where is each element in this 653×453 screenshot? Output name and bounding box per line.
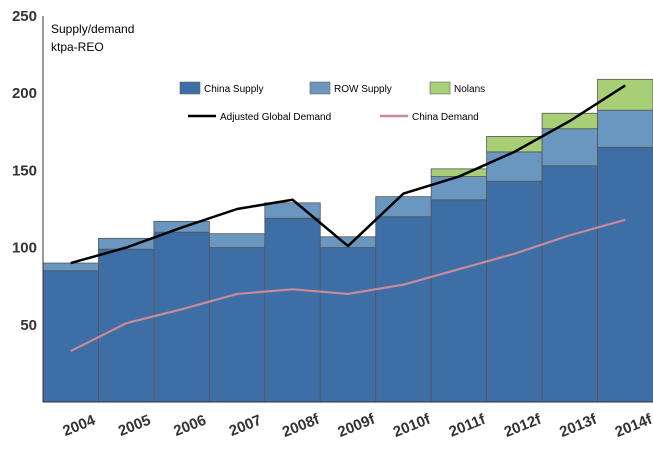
legend-label-row-supply: ROW Supply (334, 84, 392, 95)
bars-layer (42, 78, 653, 403)
line-china-demand (70, 218, 626, 353)
bar-china-supply-2009f (319, 247, 377, 403)
y-tick-label-50: 50 (20, 317, 37, 334)
y-tick-label-200: 200 (12, 85, 37, 102)
bar-row-supply-2008f (264, 202, 321, 219)
bar-row-supply-2004 (42, 262, 99, 272)
bar-china-supply-2005 (98, 248, 155, 403)
legend-label-adjusted-global-demand: Adjusted Global Demand (220, 112, 331, 123)
bar-china-supply-2007 (208, 247, 266, 403)
y-tick-label-250: 250 (12, 8, 37, 25)
legend-swatch-nolans (429, 81, 451, 95)
legend-label-nolans: Nolans (454, 84, 485, 95)
bar-row-supply-2011f (430, 176, 488, 201)
bar-row-supply-2014f (597, 109, 653, 148)
legend-label-china-demand: China Demand (412, 112, 479, 123)
legend-label-china-supply: China Supply (204, 84, 263, 95)
bar-china-supply-2012f (486, 180, 543, 403)
bar-china-supply-2013f (541, 165, 598, 403)
bar-nolans-2014f (597, 78, 653, 111)
axes-layer (42, 16, 653, 403)
bar-china-supply-2014f (597, 146, 653, 403)
y-axis-label-line2: ktpa-REO (51, 40, 104, 54)
bar-china-supply-2004 (42, 270, 99, 403)
legend: China Supply ROW Supply Nolans Adjusted Glo… (179, 81, 485, 123)
y-tick-label-100: 100 (12, 240, 37, 257)
bar-china-supply-2010f (375, 216, 432, 403)
bar-row-supply-2012f (486, 151, 543, 182)
bar-row-supply-2007 (208, 233, 266, 248)
y-ticks: 50 100 150 200 250 (12, 8, 37, 334)
y-axis-title: Supply/demand ktpa-REO (51, 22, 134, 54)
legend-swatch-china-supply (179, 81, 201, 95)
bar-china-supply-2008f (264, 217, 321, 403)
bar-nolans-2012f (486, 136, 543, 153)
bar-china-supply-2011f (430, 199, 488, 403)
bar-china-supply-2006 (153, 231, 210, 403)
y-tick-label-150: 150 (12, 162, 37, 179)
y-axis-label-line1: Supply/demand (51, 22, 134, 36)
bar-row-supply-2013f (541, 128, 598, 167)
line-adjusted-global-demand (70, 84, 626, 265)
legend-swatch-row-supply (309, 81, 331, 95)
bar-row-supply-2010f (375, 196, 432, 218)
lines-layer (70, 84, 626, 353)
